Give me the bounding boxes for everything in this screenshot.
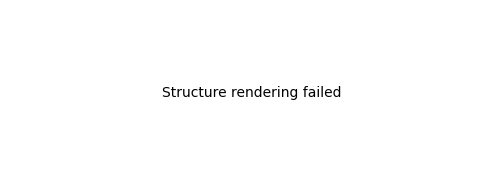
Text: Structure rendering failed: Structure rendering failed — [162, 86, 341, 100]
